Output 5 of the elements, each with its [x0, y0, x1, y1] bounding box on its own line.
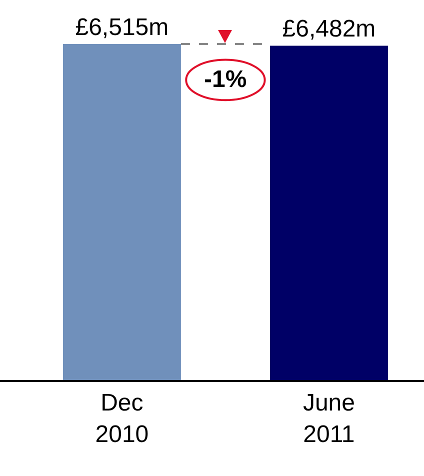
x-tick-label: June 2011 [302, 390, 355, 448]
data-label: £6,515m [75, 14, 169, 42]
annotation: -1% [204, 66, 247, 93]
data-label: £6,482m [282, 16, 376, 43]
x-tick-label: Dec 2010 [95, 390, 149, 448]
